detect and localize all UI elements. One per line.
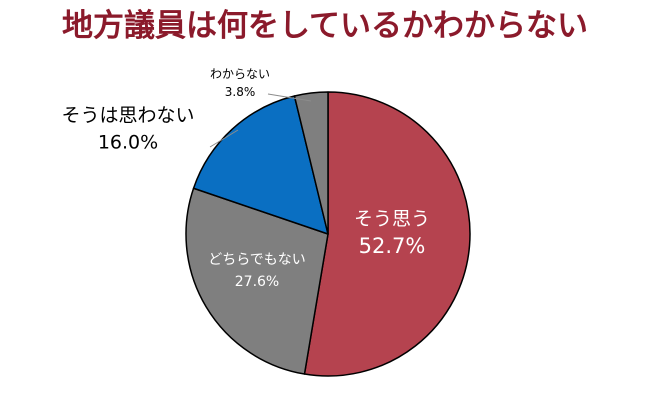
slice-label-1: そう思う [354,208,430,230]
pie-slices [185,91,471,377]
pie-slice-2 [185,187,329,375]
pie-slice-1 [303,91,471,377]
slice-labels: そう思う 52.7% どちらでもない 27.6% そうは思わない 16.0% わからない 3.… [61,67,430,290]
slice-label-4: わからない [210,67,270,81]
chart-title: 地方議員は何をしているかわからない [61,8,589,44]
slice-label-3: そうは思わない [61,105,194,127]
pie-slice-3 [192,95,329,235]
slice-value-label-3: 16.0% [98,132,158,154]
slice-label-2: どちらでもない [208,252,306,268]
leader-line-3 [209,129,239,148]
slice-value-label-2: 27.6% [235,274,279,290]
leader-lines [209,93,312,148]
pie-slice-4 [293,91,329,235]
leader-line-4 [267,93,312,102]
slice-value-label-4: 3.8% [225,85,256,99]
slice-value-label-1: 52.7% [359,234,426,258]
